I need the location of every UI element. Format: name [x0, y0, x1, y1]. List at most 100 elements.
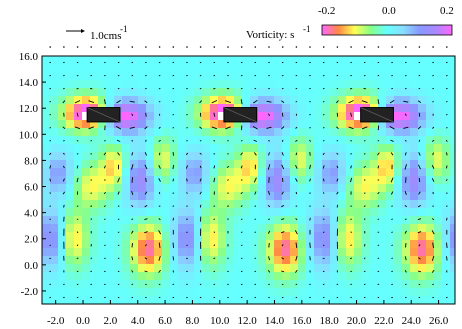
heatmap-cell	[194, 264, 202, 272]
x-tick-label: 14.0	[265, 315, 285, 327]
heatmap-cell	[338, 88, 346, 96]
heatmap-cell	[402, 200, 410, 208]
heatmap-cell	[202, 120, 210, 128]
heatmap-cell	[346, 296, 354, 304]
velocity-vector	[173, 243, 174, 248]
vector-dot	[391, 46, 393, 48]
heatmap-cell	[298, 168, 306, 176]
heatmap-cell	[242, 96, 250, 104]
heatmap-cell	[66, 88, 74, 96]
heatmap-cell	[226, 176, 234, 184]
heatmap-cell	[290, 288, 298, 296]
heatmap-cell	[226, 128, 234, 136]
heatmap-cell	[410, 200, 418, 208]
heatmap-cell	[42, 184, 50, 192]
heatmap-cell	[106, 136, 114, 144]
x-tick-label: 4.0	[131, 315, 145, 327]
heatmap-cell	[402, 168, 410, 176]
heatmap-cell	[162, 128, 170, 136]
heatmap-cell	[218, 176, 226, 184]
heatmap-cell	[98, 72, 106, 80]
heatmap-cell	[50, 200, 58, 208]
heatmap-cell	[42, 112, 50, 120]
heatmap-cell	[442, 168, 450, 176]
heatmap-cell	[194, 56, 202, 64]
heatmap-cell	[410, 176, 418, 184]
heatmap-cell	[306, 288, 314, 296]
heatmap-cell	[330, 288, 338, 296]
heatmap-cell	[306, 56, 314, 64]
y-tick-label: 8.0	[24, 155, 38, 167]
heatmap-cell	[394, 232, 402, 240]
heatmap-cell	[170, 224, 178, 232]
heatmap-cell	[274, 184, 282, 192]
heatmap-cell	[74, 192, 82, 200]
heatmap-cell	[362, 152, 370, 160]
heatmap-cell	[266, 168, 274, 176]
heatmap-cell	[394, 200, 402, 208]
heatmap-cell	[410, 128, 418, 136]
heatmap-cell	[370, 80, 378, 88]
vector-dot	[268, 46, 270, 48]
heatmap-cell	[274, 104, 282, 112]
heatmap-cell	[386, 224, 394, 232]
heatmap-cell	[314, 224, 322, 232]
heatmap-cell	[194, 168, 202, 176]
heatmap-cell	[178, 152, 186, 160]
velocity-vector	[227, 206, 229, 207]
heatmap-cell	[274, 176, 282, 184]
heatmap-cell	[58, 160, 66, 168]
heatmap-cell	[210, 184, 218, 192]
heatmap-cell	[314, 184, 322, 192]
heatmap-cell	[426, 128, 434, 136]
heatmap-cell	[346, 240, 354, 248]
heatmap-cell	[226, 288, 234, 296]
heatmap-cell	[434, 264, 442, 272]
heatmap-cell	[298, 272, 306, 280]
heatmap-cell	[106, 264, 114, 272]
heatmap-cell	[266, 264, 274, 272]
heatmap-cell	[202, 184, 210, 192]
heatmap-cell	[162, 280, 170, 288]
heatmap-cell	[258, 80, 266, 88]
heatmap-cell	[186, 104, 194, 112]
heatmap-cell	[226, 144, 234, 152]
heatmap-cell	[322, 168, 330, 176]
heatmap-cell	[170, 192, 178, 200]
heatmap-cell	[258, 64, 266, 72]
heatmap-cell	[130, 288, 138, 296]
heatmap-cell	[202, 280, 210, 288]
heatmap-cell	[386, 280, 394, 288]
heatmap-cell	[274, 192, 282, 200]
heatmap-cell	[66, 160, 74, 168]
heatmap-cell	[386, 152, 394, 160]
heatmap-cell	[346, 72, 354, 80]
vector-dot	[90, 46, 92, 48]
heatmap-cell	[162, 224, 170, 232]
heatmap-cell	[50, 160, 58, 168]
heatmap-cell	[402, 64, 410, 72]
heatmap-cell	[170, 264, 178, 272]
heatmap-cell	[154, 56, 162, 64]
heatmap-cell	[194, 120, 202, 128]
heatmap-cell	[322, 136, 330, 144]
heatmap-cell	[154, 184, 162, 192]
colorbar-gradient	[322, 25, 452, 35]
heatmap-cell	[386, 232, 394, 240]
heatmap-cell	[442, 104, 450, 112]
heatmap-cell	[234, 240, 242, 248]
heatmap-cell	[74, 200, 82, 208]
heatmap-cell	[322, 272, 330, 280]
heatmap-cell	[114, 240, 122, 248]
heatmap-cell	[42, 176, 50, 184]
heatmap-cell	[386, 88, 394, 96]
heatmap-cell	[402, 120, 410, 128]
velocity-vector	[268, 141, 270, 142]
heatmap-cell	[434, 168, 442, 176]
heatmap-cell	[306, 88, 314, 96]
velocity-vector	[350, 88, 352, 89]
heatmap-cell	[386, 136, 394, 144]
heatmap-cell	[114, 80, 122, 88]
heatmap-cell	[370, 208, 378, 216]
heatmap-cell	[58, 136, 66, 144]
